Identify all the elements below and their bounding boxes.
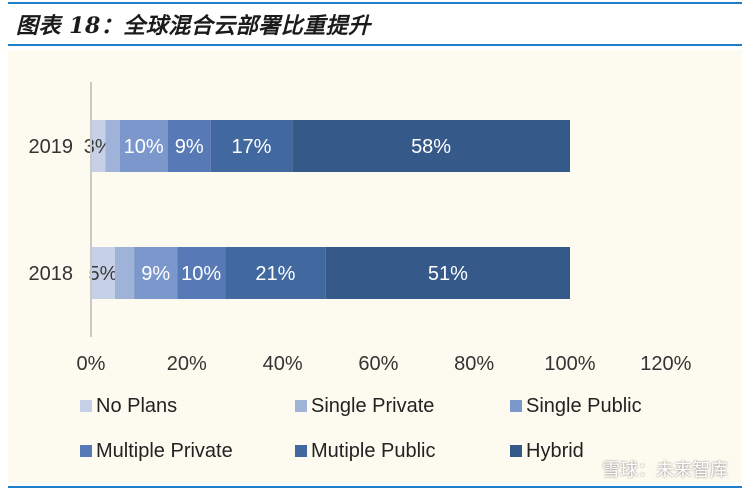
top-rule (8, 2, 742, 4)
legend-label: Multiple Private (96, 439, 233, 462)
bar-2018-5 (225, 247, 326, 299)
bar-2018-4 (177, 247, 226, 299)
legend-swatch (295, 400, 307, 412)
bar-2018-3 (134, 247, 178, 299)
legend-item: Hybrid (510, 439, 584, 463)
legend-swatch (80, 400, 92, 412)
chart-legend: No Plans Single Private Single Public Multi… (8, 380, 742, 482)
data-label-2019-4: 9% (175, 136, 204, 158)
x-tick-label: 80% (454, 353, 494, 375)
data-label-2018-4: 10% (181, 263, 221, 285)
bar-2019-3 (119, 120, 168, 172)
bar-2019-5 (210, 120, 293, 172)
legend-swatch (80, 445, 92, 457)
data-label-2018-6: 51% (428, 263, 468, 285)
bottom-rule (8, 486, 742, 488)
data-label-2019-3: 10% (124, 136, 164, 158)
x-tick-label: 100% (544, 353, 595, 375)
legend-item: Multiple Private (80, 439, 233, 463)
x-tick-label: 60% (358, 353, 398, 375)
bar-2019-1 (91, 120, 106, 172)
bar-2018-1 (91, 247, 115, 299)
category-label-2018: 2018 (29, 263, 74, 285)
category-label-2019: 2019 (29, 136, 74, 158)
bar-2019-4 (167, 120, 211, 172)
chart-area: 3% 10% 9% 17% 58% 2019 5% 9% 10% 21% 51% 2018 0% 20% 4… (8, 50, 742, 482)
x-tick-label: 20% (167, 353, 207, 375)
legend-item: Single Private (295, 394, 434, 418)
title-row: 图表 18：全球混合云部署比重提升 (8, 6, 742, 40)
data-label-2018-1: 5% (89, 263, 118, 285)
legend-item: Single Public (510, 394, 642, 418)
watermark: 雪球：未来智库 (602, 460, 728, 481)
legend-label: Hybrid (526, 439, 584, 462)
legend-label: Single Private (311, 394, 435, 417)
data-label-2018-3: 9% (141, 263, 170, 285)
x-tick-label: 40% (263, 353, 303, 375)
legend-item: No Plans (80, 394, 177, 418)
data-label-2018-5: 21% (255, 263, 295, 285)
legend-swatch (295, 445, 307, 457)
data-label-2019-5: 17% (231, 136, 271, 158)
data-label-2019-6: 58% (411, 136, 451, 158)
legend-item: Mutiple Public (295, 439, 436, 463)
legend-label: No Plans (96, 394, 178, 417)
legend-label: Mutiple Public (311, 439, 436, 462)
page-title: 图表 18：全球混合云部署比重提升 (16, 13, 371, 39)
bar-2018-6 (325, 247, 570, 299)
legend-swatch (510, 400, 522, 412)
legend-label: Single Public (526, 394, 642, 417)
legend-swatch (510, 445, 522, 457)
title-rule (8, 44, 742, 46)
x-tick-label: 0% (77, 353, 106, 375)
bar-2018-2 (114, 247, 135, 299)
bar-2019-2 (105, 120, 120, 172)
bar-2019-6 (292, 120, 570, 172)
x-tick-label: 120% (640, 353, 691, 375)
